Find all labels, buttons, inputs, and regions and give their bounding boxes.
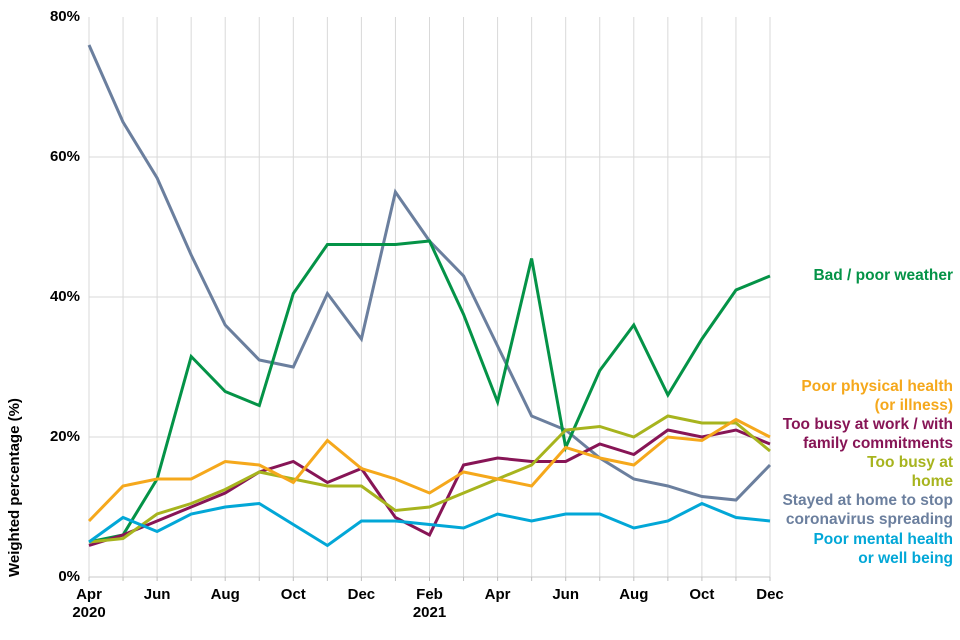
x-tick-label: Dec	[756, 586, 784, 603]
legend-entry: Bad / poor weather	[813, 266, 953, 285]
x-tick-label: Dec	[347, 586, 376, 603]
legend-entry-line: home	[911, 473, 953, 490]
legend-entry: Poor physical health (or illness)	[801, 377, 953, 415]
legend-entry-line: Stayed at home to stop	[782, 492, 953, 509]
legend-entry-line: Too busy at work / with	[782, 416, 953, 433]
legend-entry: Too busy at home	[867, 453, 953, 491]
x-tick-label: Aug	[619, 586, 649, 603]
x-tick-year-label: 2021	[412, 604, 447, 621]
y-tick-label: 80%	[49, 8, 80, 25]
y-tick-label: 40%	[49, 288, 80, 305]
legend-entry: Stayed at home to stop coronavirus spread…	[782, 491, 953, 529]
x-tick-year-label: 2020	[72, 604, 106, 621]
y-axis-title: Weighted percentage (%)	[6, 398, 23, 577]
series-line-6	[88, 501, 771, 548]
legend-entry-line: Poor physical health	[801, 378, 953, 395]
series-line-2	[87, 417, 771, 523]
legend-entry: Too busy at work / with family commitment…	[783, 415, 953, 453]
y-tick-label: 0%	[58, 568, 80, 585]
axis-tick-marks	[88, 577, 771, 581]
x-tick-label: Apr	[484, 586, 511, 603]
legend-entry-line: family commitments	[803, 435, 953, 452]
series-lines	[87, 44, 772, 548]
legend-entry-line: coronavirus spreading	[785, 511, 953, 528]
legend-entry: Poor mental health or well being	[813, 530, 953, 568]
x-tick-label: Jun	[143, 586, 171, 603]
series-line-4	[88, 414, 771, 544]
y-tick-label: 60%	[49, 148, 80, 165]
legend-entry-line: Bad / poor weather	[813, 267, 953, 284]
x-tick-label: Aug	[210, 586, 240, 603]
x-tick-label: Oct	[689, 586, 715, 603]
series-line-3	[88, 428, 771, 547]
x-tick-label: Apr 2020	[59, 586, 119, 622]
legend-entry-line: Too busy at	[867, 454, 953, 471]
legend-entry-line: Poor mental health	[813, 531, 953, 548]
legend-entry-line: (or illness)	[874, 397, 953, 414]
x-tick-label: Oct	[280, 586, 306, 603]
legend-entry-line: or well being	[858, 550, 953, 567]
y-tick-label: 20%	[49, 428, 80, 445]
x-tick-label: Feb 2021	[400, 586, 460, 622]
series-line-1	[88, 239, 771, 544]
x-tick-label: Jun	[552, 586, 580, 603]
